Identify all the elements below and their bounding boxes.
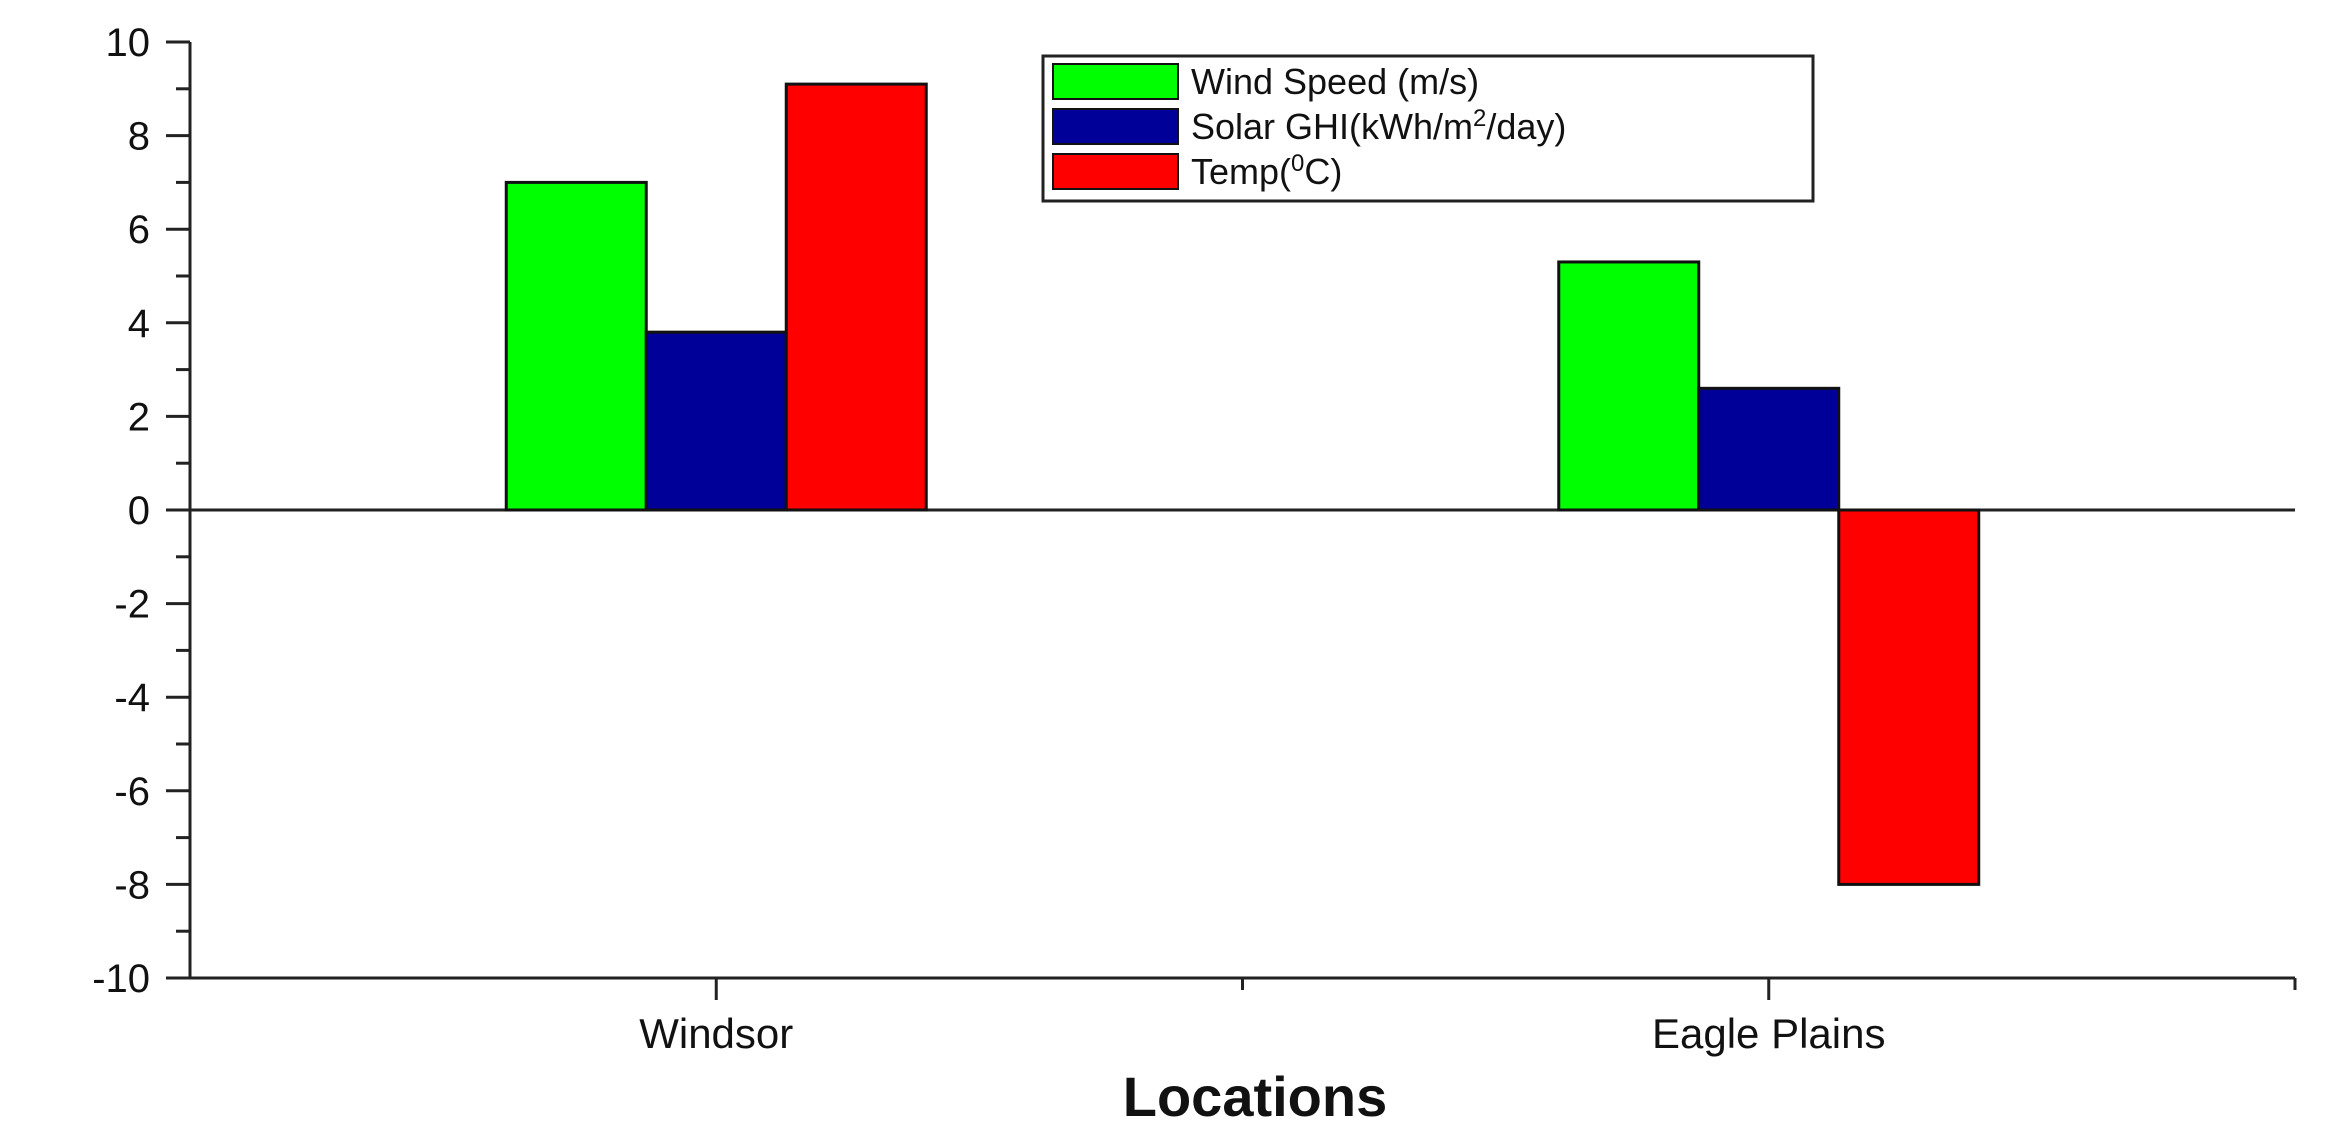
legend-label: Wind Speed (m/s) xyxy=(1191,61,1479,102)
legend-label: Temp(0C) xyxy=(1191,150,1342,193)
bar xyxy=(1837,508,1981,886)
y-tick-label: 0 xyxy=(128,489,150,533)
legend-swatch xyxy=(1052,108,1179,145)
bar xyxy=(1697,386,1841,512)
bar xyxy=(644,330,788,512)
y-tick-label: -10 xyxy=(92,957,150,1001)
x-categories: Windsor Eagle Plains xyxy=(639,978,2297,1057)
x-axis-title: Locations xyxy=(1123,1065,1387,1128)
y-tick-label: -4 xyxy=(114,676,150,720)
y-tick-label: 4 xyxy=(128,302,150,346)
legend-swatch xyxy=(1052,153,1179,190)
y-tick-label: 6 xyxy=(128,208,150,252)
y-tick-label: 10 xyxy=(106,21,151,65)
bar xyxy=(784,82,928,512)
y-tick-label: -8 xyxy=(114,863,150,907)
y-tick-label: -6 xyxy=(114,770,150,814)
y-tick-label: 2 xyxy=(128,395,150,439)
y-ticks: -10 -8 -6 -4 -2 0 2 4 6 8 10 xyxy=(92,21,190,1001)
y-tick-label: 8 xyxy=(128,115,150,159)
bar xyxy=(1557,260,1701,512)
bar xyxy=(504,180,648,512)
legend-swatch xyxy=(1052,63,1179,100)
x-tick-label: Eagle Plains xyxy=(1652,1010,1885,1057)
legend: Wind Speed (m/s)Solar GHI(kWh/m2/day)Tem… xyxy=(1041,54,1815,203)
y-tick-label: -2 xyxy=(114,583,150,627)
legend-label: Solar GHI(kWh/m2/day) xyxy=(1191,105,1566,148)
x-tick-label: Windsor xyxy=(639,1010,793,1057)
bars xyxy=(504,82,1981,886)
